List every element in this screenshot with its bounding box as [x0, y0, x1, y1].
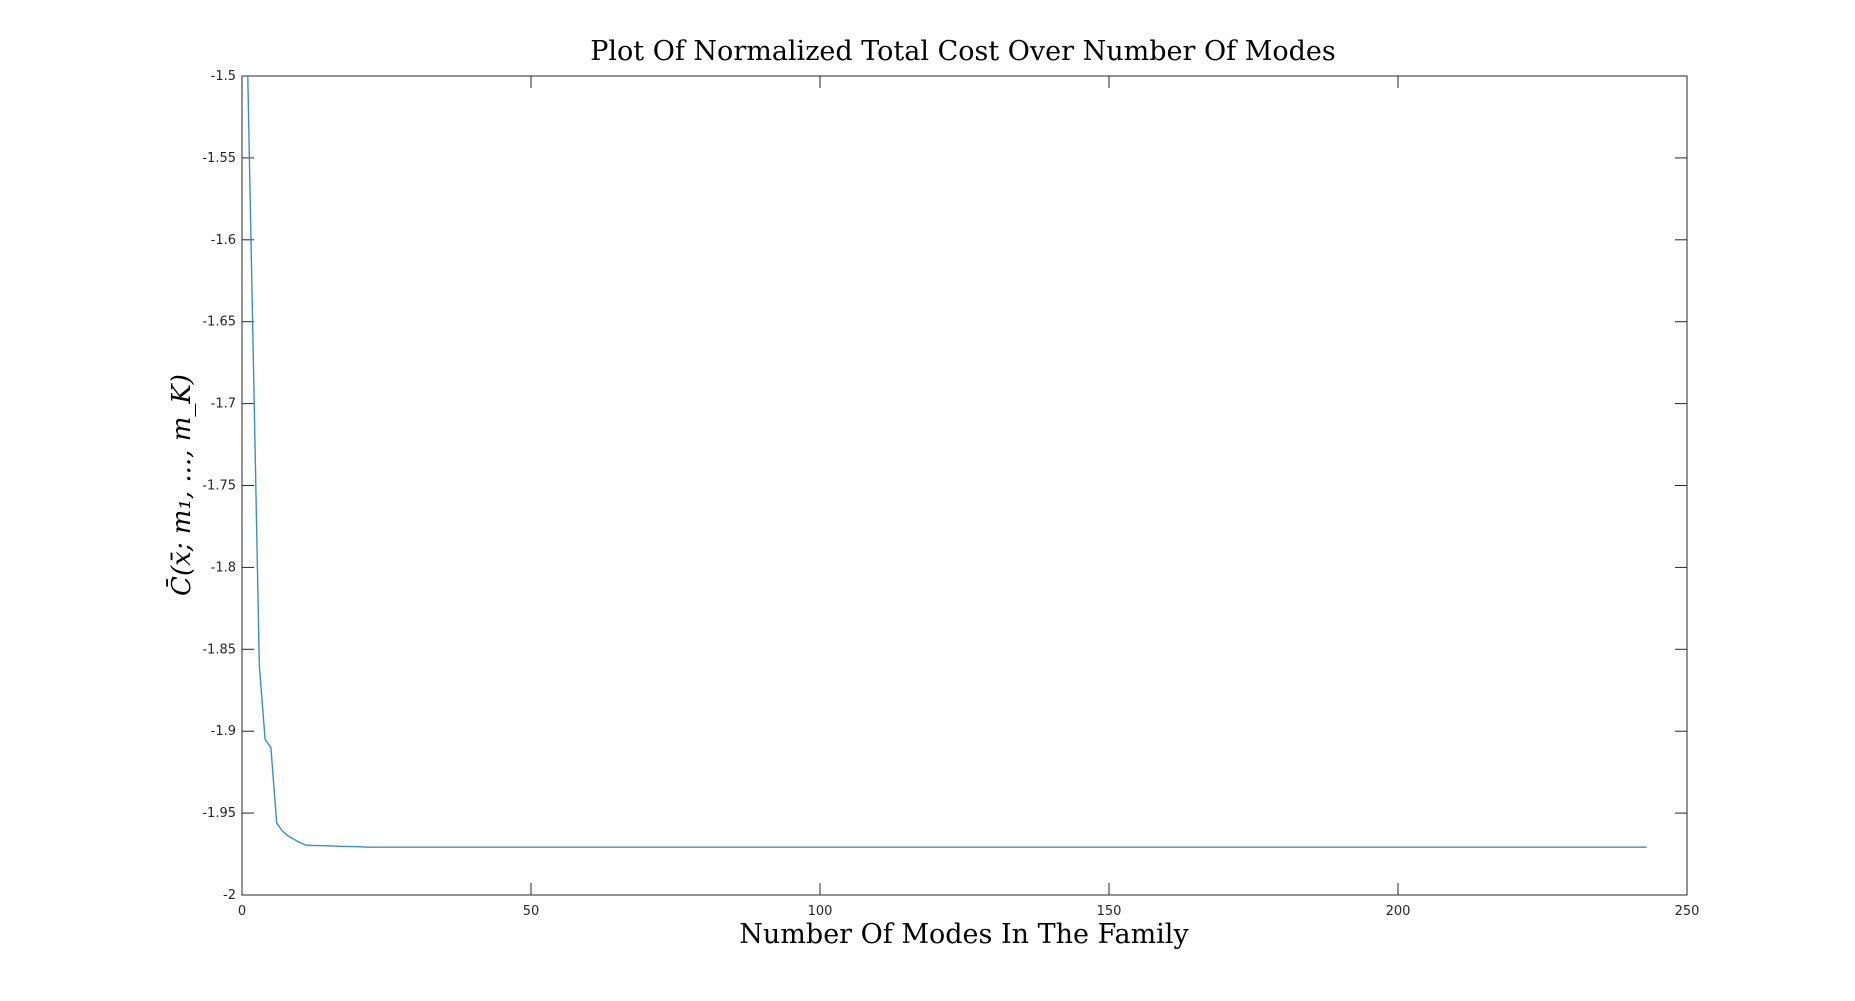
x-tick-label: 100 [808, 904, 833, 919]
chart-title: Plot Of Normalized Total Cost Over Numbe… [590, 36, 1336, 67]
x-tick-label: 50 [523, 904, 540, 919]
y-tick-label: -1.75 [202, 479, 236, 494]
x-tick-label: 200 [1386, 904, 1411, 919]
series-layer [247, 75, 1647, 848]
y-tick-label: -1.9 [211, 724, 236, 739]
y-axis: -2 -1.95 -1.9 -1.85 -1.8 -1.75 -1.7 -1.65 -1.6 -1… [202, 69, 1687, 903]
y-axis-label: C̄(x̄; m₁, ..., m_K) [165, 374, 197, 596]
y-tick-label: -1.55 [202, 151, 236, 166]
plot-area [241, 75, 1688, 896]
y-tick-label: -1.6 [211, 233, 236, 248]
x-tick-label: 150 [1097, 904, 1122, 919]
y-tick-label: -1.85 [202, 642, 236, 657]
x-axis-label: Number Of Modes In The Family [739, 919, 1189, 950]
y-tick-label: -2 [223, 888, 236, 903]
y-tick-label: -1.8 [211, 560, 236, 575]
x-axis: 0 50 100 150 200 250 [238, 76, 1700, 919]
y-tick-label: -1.65 [202, 315, 236, 330]
y-tick-label: -1.7 [211, 397, 236, 412]
y-tick-label: -1.95 [202, 806, 236, 821]
x-tick-label: 0 [238, 904, 246, 919]
x-tick-label: 250 [1675, 904, 1700, 919]
series-line [247, 75, 1647, 848]
y-tick-label: -1.5 [211, 69, 236, 84]
